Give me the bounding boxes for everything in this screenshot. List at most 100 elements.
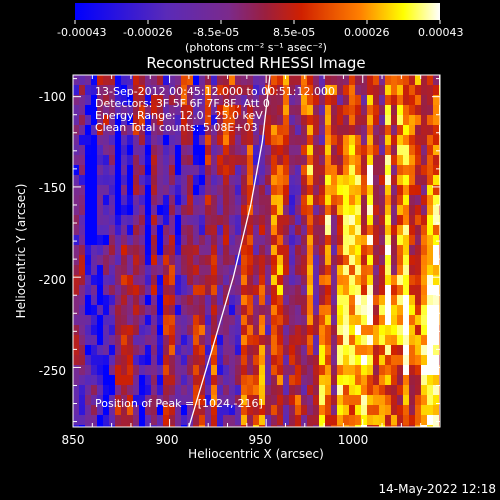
heatmap-cell (163, 115, 170, 126)
heatmap-cell (115, 315, 122, 326)
heatmap-cell (121, 215, 128, 226)
heatmap-cell (259, 415, 266, 426)
heatmap-cell (85, 345, 92, 356)
heatmap-cell (421, 115, 428, 126)
heatmap-cell (355, 415, 362, 426)
heatmap-cell (367, 145, 374, 156)
heatmap-cell (325, 135, 332, 146)
heatmap-cell (205, 305, 212, 316)
heatmap-cell (421, 205, 428, 216)
heatmap-cell (355, 285, 362, 296)
heatmap-cell (121, 345, 128, 356)
heatmap-cell (343, 165, 350, 176)
heatmap-cell (145, 315, 152, 326)
heatmap-cell (289, 175, 296, 186)
heatmap-cell (181, 295, 188, 306)
heatmap-cell (373, 205, 380, 216)
heatmap-cell (373, 215, 380, 226)
heatmap-cell (283, 185, 290, 196)
heatmap-cell (295, 305, 302, 316)
heatmap-cell (247, 175, 254, 186)
heatmap-cell (97, 215, 104, 226)
heatmap-cell (217, 215, 224, 226)
heatmap-cell (373, 95, 380, 106)
heatmap-cell (283, 295, 290, 306)
heatmap-cell (235, 115, 242, 126)
heatmap-cell (271, 295, 278, 306)
heatmap-cell (427, 75, 434, 86)
heatmap-cell (433, 75, 440, 86)
heatmap-cell (307, 415, 314, 426)
heatmap-cell (169, 275, 176, 286)
heatmap-cell (289, 145, 296, 156)
heatmap-cell (325, 285, 332, 296)
heatmap-cell (241, 185, 248, 196)
heatmap-cell (355, 335, 362, 346)
heatmap-cell (139, 415, 146, 426)
heatmap-cell (415, 385, 422, 396)
heatmap-cell (391, 95, 398, 106)
heatmap-cell (295, 105, 302, 116)
heatmap-cell (157, 235, 164, 246)
heatmap-cell (319, 225, 326, 236)
heatmap-cell (235, 145, 242, 156)
heatmap-cell (307, 125, 314, 136)
heatmap-cell (199, 235, 206, 246)
heatmap-cell (97, 225, 104, 236)
heatmap-cell (139, 425, 146, 427)
heatmap-cell (157, 375, 164, 386)
heatmap-cell (319, 245, 326, 256)
heatmap-cell (421, 225, 428, 236)
heatmap-cell (229, 85, 236, 96)
heatmap-cell (349, 395, 356, 406)
heatmap-cell (313, 315, 320, 326)
heatmap-cell (391, 285, 398, 296)
heatmap-cell (301, 275, 308, 286)
heatmap-cell (259, 105, 266, 116)
heatmap-cell (109, 155, 116, 166)
heatmap-cell (109, 225, 116, 236)
heatmap-cell (421, 295, 428, 306)
heatmap-cell (397, 145, 404, 156)
heatmap-cell (325, 75, 332, 86)
heatmap-cell (295, 275, 302, 286)
heatmap-cell (103, 405, 110, 416)
heatmap-cell (223, 235, 230, 246)
heatmap-cell (427, 325, 434, 336)
heatmap-cell (187, 135, 194, 146)
heatmap-cell (247, 295, 254, 306)
heatmap-cell (163, 325, 170, 336)
heatmap-cell (79, 405, 86, 416)
heatmap-cell (277, 335, 284, 346)
heatmap-cell (175, 295, 182, 306)
heatmap-cell (73, 115, 80, 126)
heatmap-cell (283, 195, 290, 206)
heatmap-cell (127, 425, 134, 427)
heatmap-cell (223, 135, 230, 146)
heatmap-cell (85, 115, 92, 126)
heatmap-cell (133, 135, 140, 146)
heatmap-cell (247, 335, 254, 346)
heatmap-cell (199, 395, 206, 406)
heatmap-cell (91, 185, 98, 196)
heatmap-cell (415, 205, 422, 216)
heatmap-cell (265, 205, 272, 216)
heatmap-cell (235, 375, 242, 386)
heatmap-cell (325, 345, 332, 356)
heatmap-cell (337, 185, 344, 196)
heatmap-cell (109, 245, 116, 256)
heatmap-cell (253, 165, 260, 176)
heatmap-cell (175, 155, 182, 166)
heatmap-cell (127, 255, 134, 266)
heatmap-cell (397, 205, 404, 216)
heatmap-cell (145, 345, 152, 356)
heatmap-cell (379, 325, 386, 336)
heatmap-cell (355, 115, 362, 126)
heatmap-cell (85, 95, 92, 106)
heatmap-cell (97, 265, 104, 276)
heatmap-cell (157, 95, 164, 106)
heatmap-cell (325, 365, 332, 376)
heatmap-cell (307, 405, 314, 416)
heatmap-cell (79, 155, 86, 166)
heatmap-cell (373, 305, 380, 316)
